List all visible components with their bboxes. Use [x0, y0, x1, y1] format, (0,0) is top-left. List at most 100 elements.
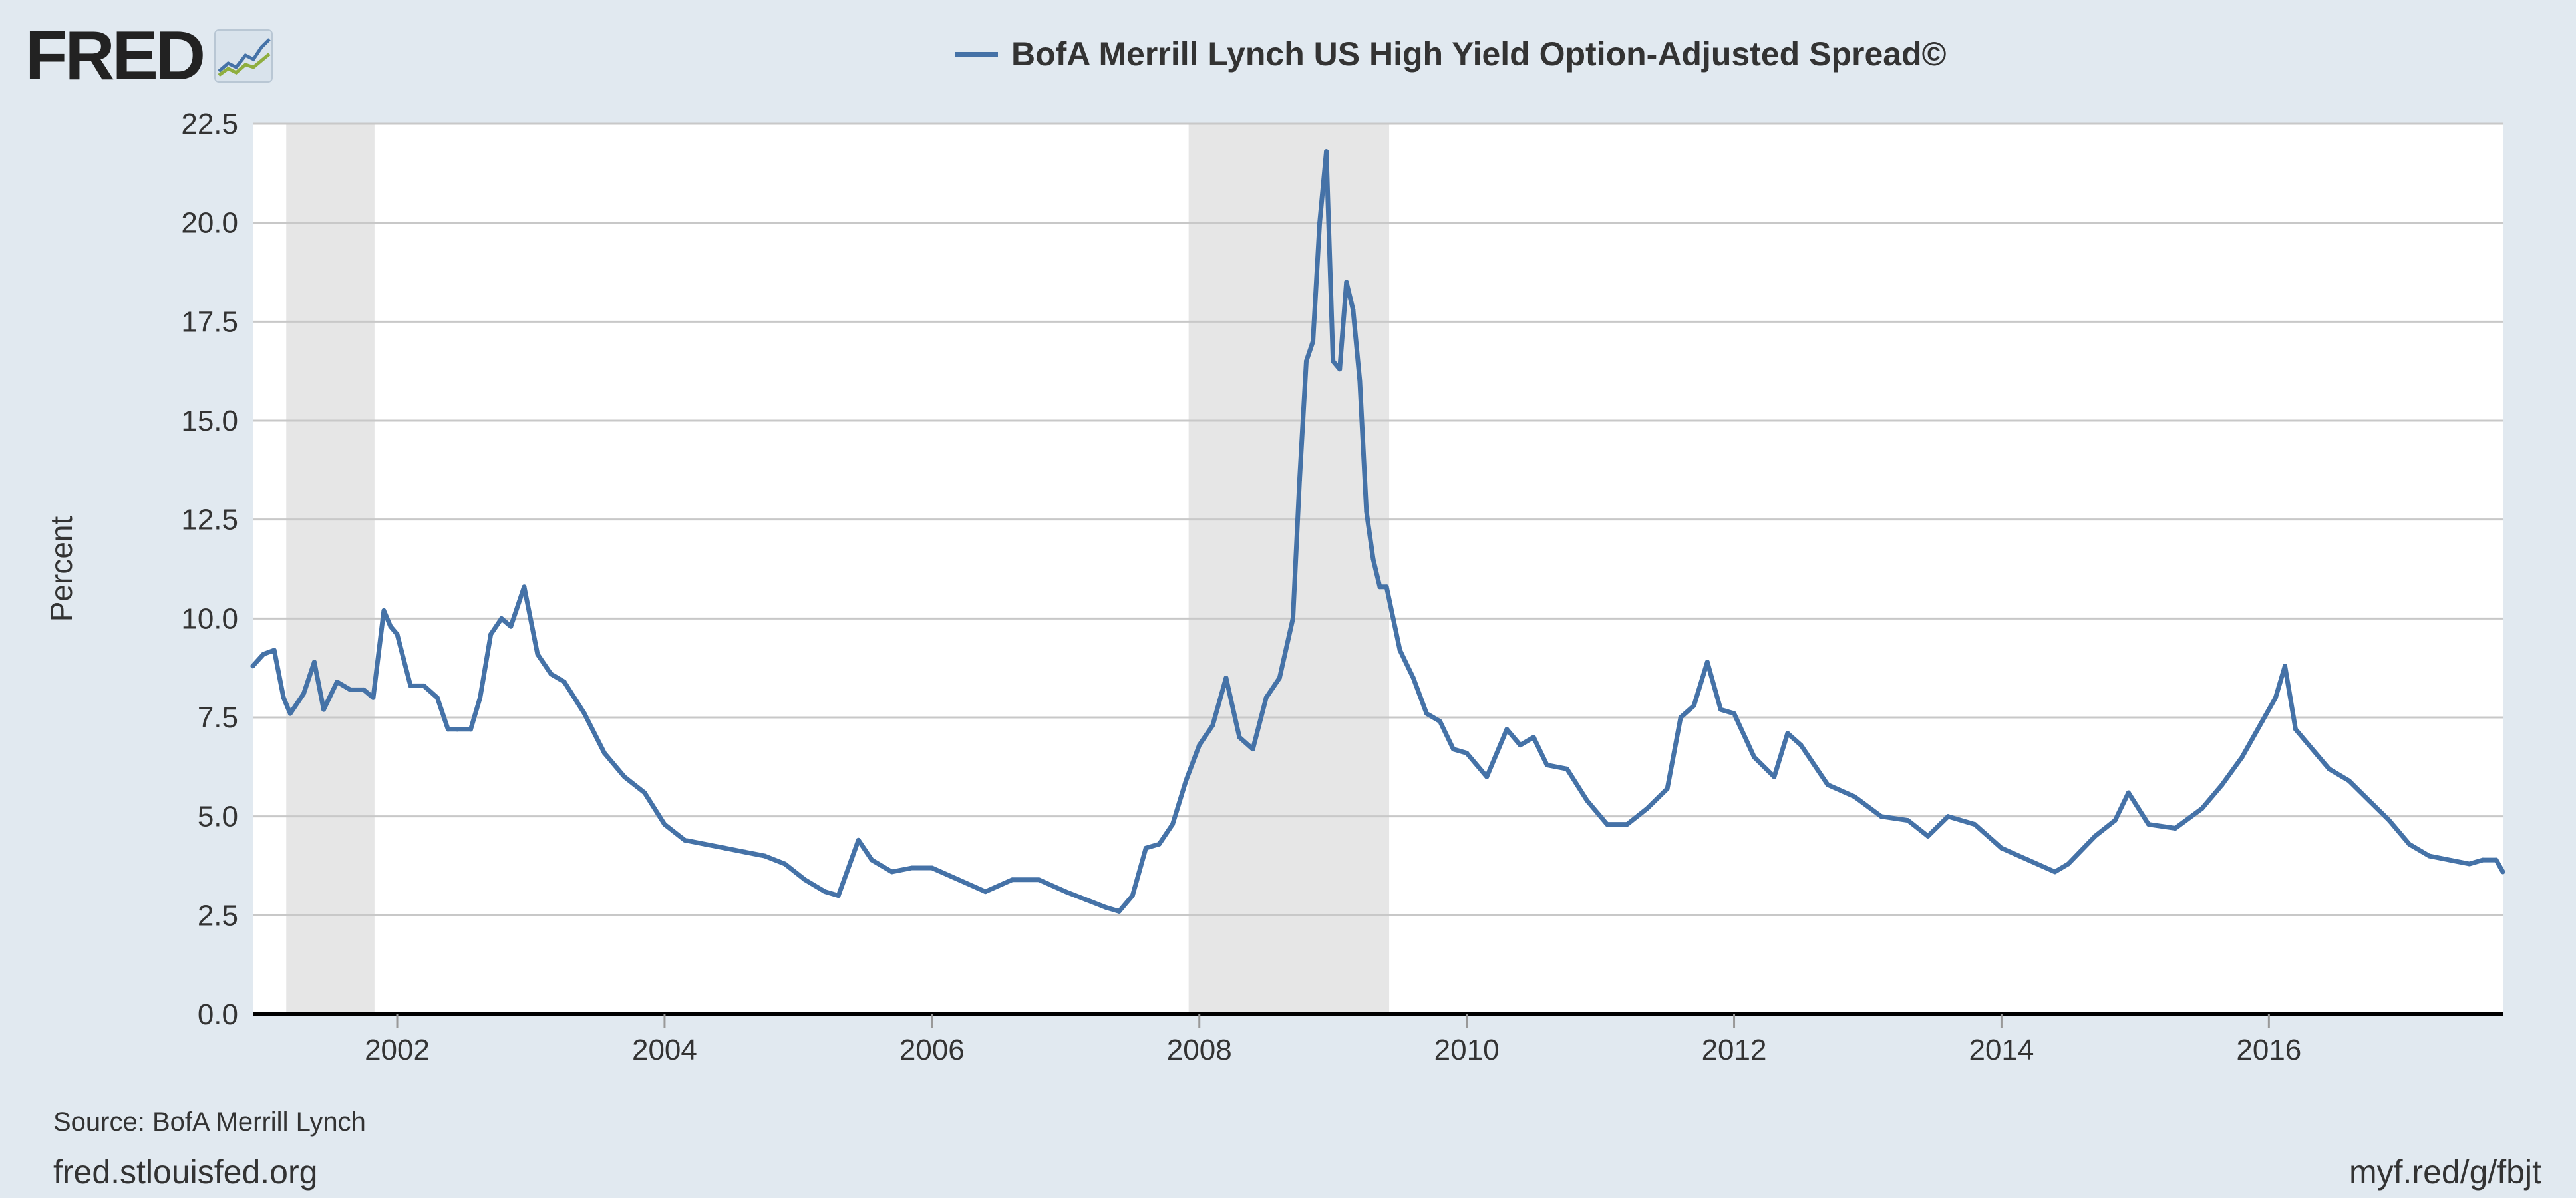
- data-point: [2146, 822, 2151, 827]
- data-point: [1752, 754, 1757, 759]
- data-point: [1625, 822, 1630, 827]
- data-point: [2219, 782, 2225, 787]
- data-point: [1691, 703, 1696, 708]
- y-tick-label: 15.0: [181, 405, 238, 437]
- site-link[interactable]: fred.stlouisfed.org: [53, 1153, 318, 1191]
- data-point: [1451, 747, 1456, 752]
- data-point: [522, 584, 527, 590]
- data-point: [2092, 833, 2098, 839]
- data-point: [2386, 818, 2392, 823]
- data-point: [642, 790, 647, 795]
- data-point: [1905, 818, 1911, 823]
- data-point: [581, 711, 587, 716]
- data-point: [1397, 648, 1402, 653]
- data-point: [1297, 477, 1302, 483]
- x-tick-label: 2014: [1969, 1034, 2034, 1066]
- data-point: [2112, 818, 2118, 823]
- data-point: [321, 707, 327, 712]
- data-point: [1377, 584, 1382, 590]
- fred-mini-chart-icon: [214, 29, 273, 83]
- data-point: [1732, 711, 1737, 716]
- data-point: [1645, 806, 1650, 811]
- data-point: [1364, 509, 1369, 514]
- data-point: [702, 841, 707, 847]
- data-point: [662, 822, 667, 827]
- data-point: [1437, 719, 1442, 724]
- data-point: [1384, 584, 1389, 590]
- data-point: [1972, 822, 1977, 827]
- data-point: [2293, 727, 2299, 732]
- source-note: Source: BofA Merrill Lynch: [53, 1107, 366, 1137]
- data-point: [1263, 695, 1269, 700]
- data-point: [1303, 359, 1309, 364]
- y-tick-label: 7.5: [198, 701, 238, 734]
- data-point: [2500, 869, 2505, 875]
- data-point: [445, 727, 450, 732]
- data-point: [1879, 814, 1884, 819]
- data-point: [822, 889, 828, 895]
- data-point: [1357, 379, 1363, 384]
- data-point: [929, 865, 935, 871]
- data-point: [434, 695, 440, 700]
- data-point: [1344, 280, 1349, 285]
- data-point: [1370, 556, 1376, 562]
- data-point: [2366, 798, 2372, 803]
- data-point: [1351, 307, 1356, 312]
- data-point: [2173, 826, 2178, 831]
- data-point: [311, 660, 317, 665]
- x-tick-label: 2002: [365, 1034, 430, 1066]
- data-point: [2239, 754, 2245, 759]
- data-point: [548, 672, 554, 677]
- data-point: [1184, 778, 1189, 783]
- data-point: [1130, 893, 1135, 898]
- data-point: [1116, 908, 1122, 914]
- data-point: [1531, 735, 1536, 740]
- data-point: [1999, 845, 2004, 851]
- data-point: [1277, 676, 1282, 681]
- data-point: [802, 877, 808, 883]
- short-url-link[interactable]: myf.red/g/fbjt: [2349, 1153, 2541, 1191]
- x-tick-label: 2004: [632, 1034, 697, 1066]
- data-point: [1718, 707, 1723, 712]
- data-point: [1584, 798, 1589, 803]
- data-point: [1484, 774, 1490, 779]
- data-point: [2307, 743, 2312, 748]
- y-tick-label: 2.5: [198, 899, 238, 932]
- data-point: [2494, 857, 2499, 863]
- data-point: [1197, 743, 1202, 748]
- data-point: [1678, 715, 1683, 720]
- data-point: [1223, 676, 1229, 681]
- x-tick-label: 2012: [1702, 1034, 1767, 1066]
- data-point: [535, 652, 540, 657]
- data-point: [1852, 794, 1857, 799]
- y-tick-label: 12.5: [181, 504, 238, 536]
- data-point: [287, 711, 293, 716]
- fred-logo[interactable]: FRED: [25, 21, 275, 91]
- data-point: [836, 893, 841, 898]
- data-point: [2406, 841, 2412, 847]
- data-point: [1037, 877, 1042, 883]
- data-point: [1063, 889, 1068, 895]
- data-point: [1564, 766, 1569, 771]
- data-point: [1337, 367, 1343, 372]
- recession-band-1: [1188, 124, 1390, 1014]
- data-point: [602, 751, 607, 756]
- data-point: [468, 727, 474, 732]
- data-point: [1785, 731, 1790, 736]
- data-point: [2259, 719, 2265, 724]
- data-point: [261, 652, 266, 657]
- y-tick-label: 17.5: [181, 305, 238, 338]
- data-point: [388, 624, 393, 629]
- data-point: [1324, 149, 1329, 154]
- data-point: [983, 889, 988, 895]
- data-point: [2026, 857, 2031, 863]
- y-axis-title: Percent: [44, 516, 79, 622]
- data-point: [381, 608, 387, 613]
- recession-band-0: [286, 124, 375, 1014]
- data-point: [1825, 782, 1830, 787]
- x-tick-label: 2008: [1167, 1034, 1232, 1066]
- data-point: [2346, 778, 2352, 783]
- data-point: [508, 624, 514, 629]
